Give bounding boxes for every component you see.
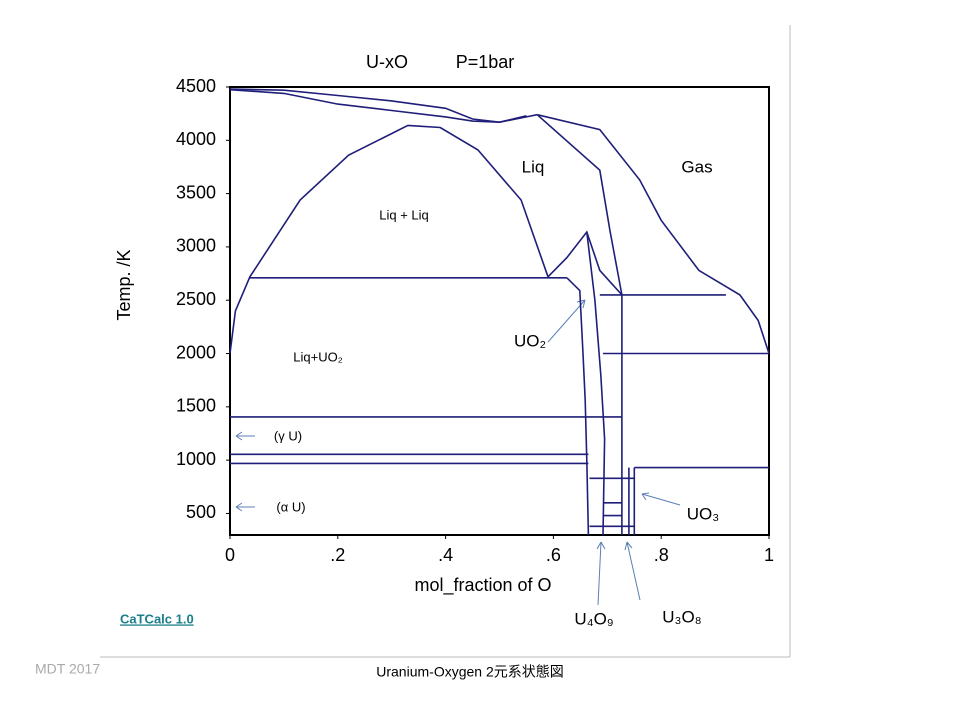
catcalc-link[interactable]: CaTCalc 1.0 [120,611,194,626]
y-tick-label: 4000 [176,129,216,149]
x-tick-label: .6 [546,545,561,565]
plot-frame [229,86,770,536]
chart-subtitle: P=1bar [456,52,515,72]
y-tick-label: 2500 [176,289,216,309]
phase-boundary [537,113,770,354]
phase-boundary [229,88,538,124]
phase-boundary [547,230,623,296]
y-tick-label: 1500 [176,396,216,416]
arrows [235,299,681,606]
phase-boundary [229,124,549,354]
x-tick-label: .8 [654,545,669,565]
region-label: U₃O₈ [662,607,701,626]
region-label: Liq [522,157,545,176]
region-label: Liq+UO₂ [293,349,343,364]
x-axis-label: mol_fraction of O [414,575,551,596]
credit: MDT 2017 [35,661,100,677]
phase-boundary [536,114,623,296]
x-tick-label: 0 [225,545,235,565]
y-tick-label: 3000 [176,236,216,256]
x-tick-label: .2 [330,545,345,565]
region-label: Liq + Liq [379,207,429,222]
y-axis-label: Temp. /K [114,249,134,320]
y-tick-label: 4500 [176,76,216,96]
region-label: UO₃ [687,504,719,523]
phase-boundary [586,231,606,536]
y-tick-label: 3500 [176,182,216,202]
phase-boundary [566,277,590,536]
x-tick-label: 1 [764,545,774,565]
region-label: (α U) [276,499,305,514]
x-tick-label: .4 [438,545,453,565]
chart-title: U-xO [366,52,408,72]
region-label: (γ U) [274,428,302,443]
y-tick-label: 2000 [176,342,216,362]
caption: Uranium-Oxygen 2元系状態図 [376,664,564,680]
region-label: U₄O₉ [574,609,613,628]
phase-boundary [229,88,527,124]
region-label: UO₂ [514,331,546,350]
y-tick-label: 1000 [176,449,216,469]
y-tick-label: 500 [186,502,216,522]
region-label: Gas [681,157,712,176]
